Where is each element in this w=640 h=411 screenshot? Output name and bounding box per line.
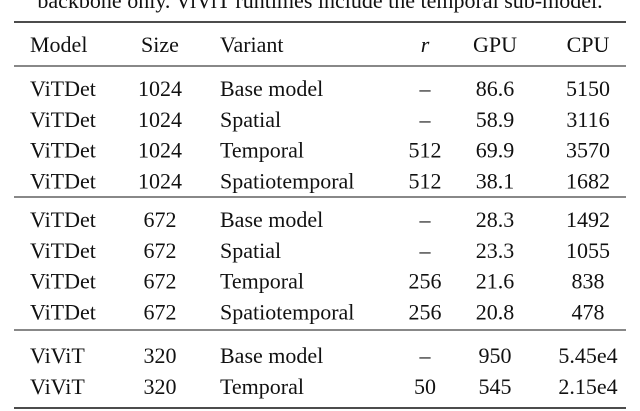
cell-cpu: 5150 [566,76,610,101]
cell-r: 256 [409,299,442,324]
cell-cpu: 3570 [566,138,610,163]
cell-size: 1024 [138,168,182,193]
cell-variant: Spatial [220,238,281,263]
cell-variant: Spatial [220,107,281,132]
header-model: Model [30,32,87,57]
cell-variant: Temporal [220,138,304,163]
cell-gpu: 86.6 [476,76,515,101]
cell-variant: Spatiotemporal [220,168,354,193]
cell-model: ViViT [30,343,85,368]
cell-r: 256 [409,269,442,294]
cell-gpu: 38.1 [476,168,515,193]
cell-gpu: 20.8 [476,299,515,324]
cell-gpu: 21.6 [476,269,515,294]
cell-r: – [419,238,432,263]
cell-r: 512 [409,138,442,163]
cell-gpu: 23.3 [476,238,515,263]
cell-cpu: 2.15e4 [558,374,617,399]
cell-size: 672 [144,299,177,324]
cell-model: ViViT [30,374,85,399]
cell-cpu: 3116 [566,107,609,132]
cell-variant: Base model [220,343,323,368]
cell-variant: Temporal [220,374,304,399]
cell-model: ViTDet [30,238,96,263]
cell-r: – [419,76,432,101]
cell-model: ViTDet [30,269,96,294]
cell-size: 672 [144,238,177,263]
cell-model: ViTDet [30,207,96,232]
cell-cpu: 478 [572,299,605,324]
cell-variant: Temporal [220,269,304,294]
cell-r: – [419,207,432,232]
cell-model: ViTDet [30,76,96,101]
cell-size: 320 [144,343,177,368]
header-cpu: CPU [567,32,610,57]
cell-model: ViTDet [30,299,96,324]
header-r: r [421,32,430,57]
cell-gpu: 545 [479,374,512,399]
cell-gpu: 28.3 [476,207,515,232]
cell-cpu: 1492 [566,207,610,232]
cell-r: – [419,107,432,132]
caption: backbone only. ViViT runtimes include th… [37,0,602,13]
cell-size: 672 [144,269,177,294]
cell-gpu: 950 [479,343,512,368]
cell-size: 1024 [138,138,182,163]
cell-r: 512 [409,168,442,193]
cell-r: 50 [414,374,436,399]
cell-size: 1024 [138,76,182,101]
cell-size: 1024 [138,107,182,132]
cell-variant: Base model [220,207,323,232]
cell-cpu: 5.45e4 [558,343,617,368]
cell-model: ViTDet [30,138,96,163]
cell-gpu: 58.9 [476,107,515,132]
cell-r: – [419,343,432,368]
cell-model: ViTDet [30,168,96,193]
header-size: Size [141,32,179,57]
cell-size: 672 [144,207,177,232]
cell-variant: Spatiotemporal [220,299,354,324]
header-gpu: GPU [473,32,517,57]
cell-variant: Base model [220,76,323,101]
cell-cpu: 1055 [566,238,610,263]
cell-cpu: 1682 [566,168,610,193]
header-variant: Variant [220,32,284,57]
cell-cpu: 838 [572,269,605,294]
cell-size: 320 [144,374,177,399]
cell-model: ViTDet [30,107,96,132]
cell-gpu: 69.9 [476,138,515,163]
